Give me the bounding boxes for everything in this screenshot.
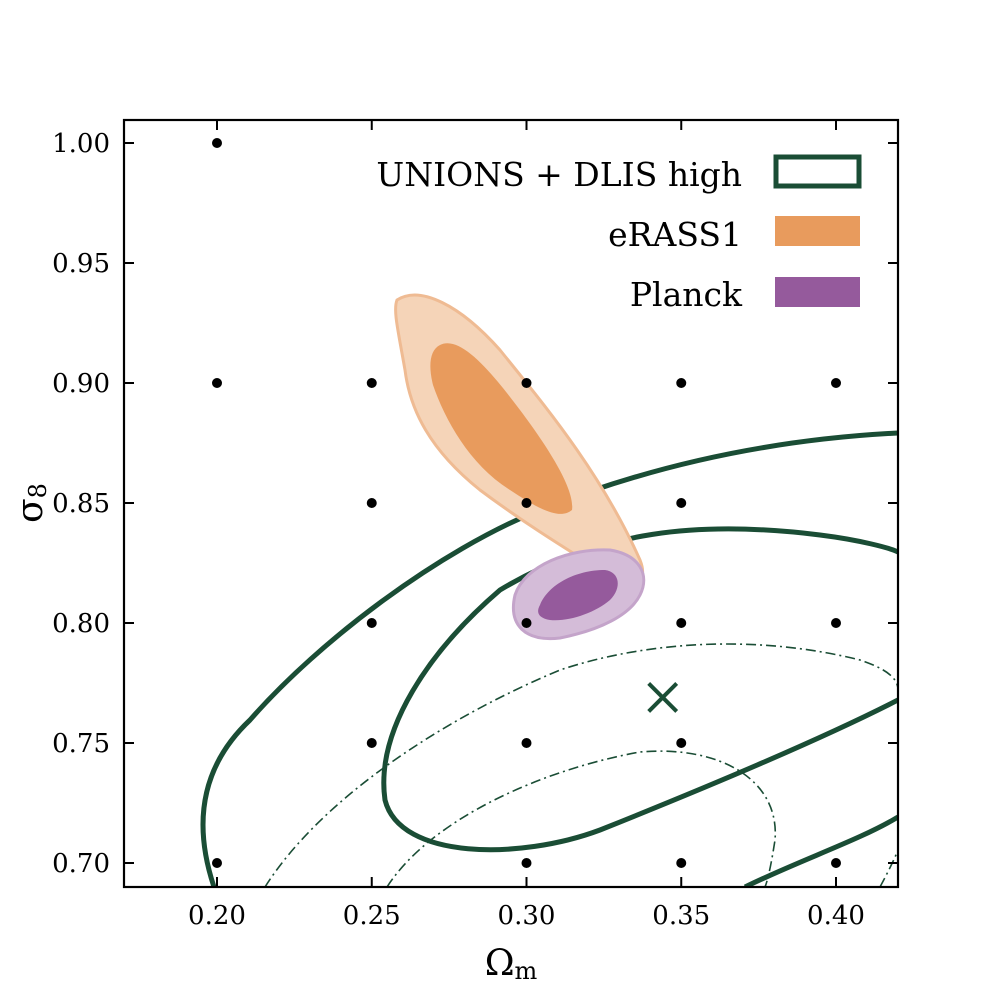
- grid-point-3: [521, 378, 532, 388]
- grid-point-2: [366, 378, 377, 388]
- dashdot-contour-corner: [879, 849, 898, 887]
- grid-point-1: [212, 378, 222, 388]
- unions-contour-1sigma-lower: [743, 814, 898, 887]
- y-tick-label-5: 0.95: [52, 249, 110, 279]
- x-tick-label-4: 0.40: [807, 901, 865, 931]
- grid-point-6: [366, 498, 377, 508]
- x-tick-label-3: 0.35: [652, 901, 710, 931]
- dashdot-contour-outer: [264, 643, 898, 887]
- grid-point-19: [831, 858, 841, 868]
- y-tick-label-4: 0.90: [52, 369, 110, 399]
- legend-label-planck: Planck: [630, 275, 743, 314]
- axis-ticks: 0.20 0.25 0.30 0.35 0.40 0.70 0.75 0.80 0.85 0.90…: [52, 120, 898, 931]
- grid-point-10: [521, 618, 532, 628]
- unions-contour-1sigma: [381, 526, 898, 853]
- plot-area: [200, 138, 898, 887]
- grid-points: [212, 138, 841, 868]
- fiducial-marker: [647, 681, 679, 713]
- grid-point-13: [366, 738, 377, 748]
- grid-point-0: [212, 138, 222, 148]
- grid-point-14: [521, 738, 532, 748]
- grid-point-9: [366, 618, 377, 628]
- y-tick-label-0: 0.70: [52, 849, 110, 879]
- y-axis-label: σ8: [10, 483, 52, 523]
- x-tick-label-2: 0.30: [498, 901, 556, 931]
- grid-point-18: [676, 858, 687, 868]
- dashdot-contour-inner: [386, 750, 776, 887]
- grid-point-12: [831, 618, 841, 628]
- x-tick-label-1: 0.25: [343, 901, 401, 931]
- y-tick-label-6: 1.00: [52, 129, 110, 159]
- grid-point-11: [676, 618, 687, 628]
- legend-swatch-unions: [773, 154, 862, 189]
- legend-entry-erass1: eRASS1: [608, 215, 860, 254]
- y-tick-label-1: 0.75: [52, 729, 110, 759]
- legend-entry-unions: UNIONS + DLIS high: [376, 154, 862, 194]
- grid-point-15: [676, 738, 687, 748]
- unions-contour-2sigma: [200, 430, 898, 887]
- legend-swatch-erass1: [775, 216, 860, 246]
- legend-entry-planck: Planck: [630, 275, 860, 314]
- legend-swatch-planck: [775, 277, 860, 307]
- legend-label-erass1: eRASS1: [608, 215, 742, 254]
- x-axis-label: Ωm: [485, 943, 538, 985]
- grid-point-5: [831, 378, 841, 388]
- x-tick-label-0: 0.20: [188, 901, 246, 931]
- grid-point-16: [212, 858, 222, 868]
- grid-point-8: [676, 498, 687, 508]
- grid-point-7: [521, 498, 532, 508]
- fiducial-marker-stroke-b: [647, 681, 679, 713]
- erass1-contour-1sigma: [430, 343, 573, 514]
- planck-contour-1sigma: [538, 570, 618, 621]
- grid-point-17: [521, 858, 532, 868]
- legend: UNIONS + DLIS high eRASS1 Planck: [376, 154, 862, 314]
- y-tick-label-2: 0.80: [52, 609, 110, 639]
- legend-label-unions: UNIONS + DLIS high: [376, 155, 742, 194]
- grid-point-4: [676, 378, 687, 388]
- y-tick-label-3: 0.85: [52, 489, 110, 519]
